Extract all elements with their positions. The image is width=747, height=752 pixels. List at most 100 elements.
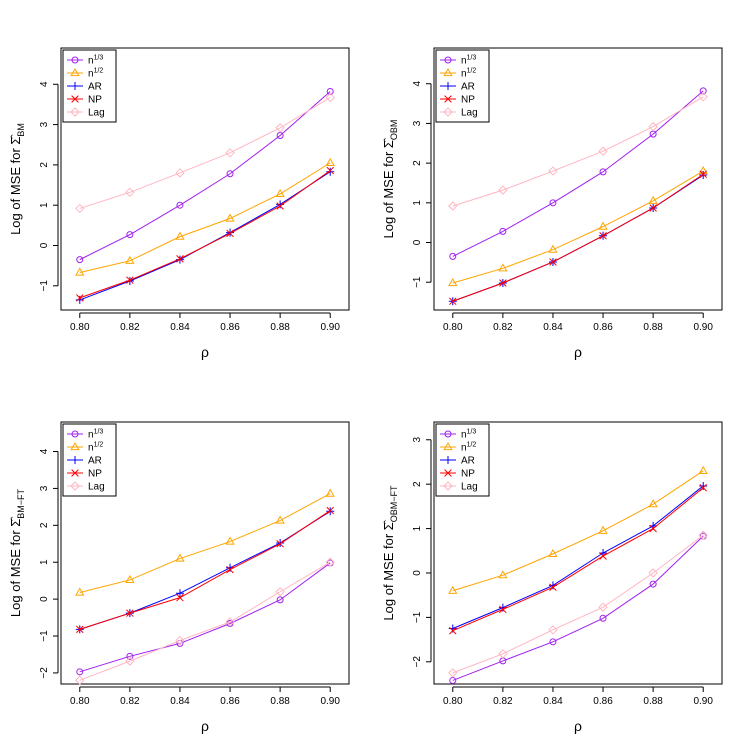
series-2 — [75, 507, 335, 634]
legend-label-text: n — [88, 56, 94, 67]
data-point — [276, 202, 284, 210]
legend-item: Lag — [67, 481, 105, 493]
series-line — [452, 90, 704, 257]
data-point — [76, 294, 84, 302]
data-point — [226, 170, 234, 178]
data-point — [598, 221, 608, 230]
legend-label-text: NP — [461, 469, 475, 480]
data-point — [325, 557, 335, 567]
series-line — [452, 534, 704, 674]
data-point — [649, 524, 657, 533]
data-point — [498, 603, 507, 612]
series-0 — [449, 532, 707, 684]
data-point — [225, 213, 235, 222]
data-point — [448, 585, 458, 594]
data-point — [75, 587, 85, 596]
y-tick-label: 1 — [412, 200, 423, 206]
data-point — [226, 228, 235, 237]
data-point — [326, 166, 334, 175]
data-point — [176, 201, 184, 209]
legend-label: n1/2 — [461, 442, 476, 454]
legend-label-text: n — [88, 443, 94, 454]
series-4 — [448, 530, 708, 678]
data-point — [175, 589, 184, 598]
legend-label-superscript: 1/2 — [467, 442, 477, 449]
data-point — [325, 157, 335, 166]
y-tick-label: 1 — [39, 202, 50, 208]
legend-marker — [444, 430, 452, 438]
series-1 — [75, 157, 335, 276]
legend-item: n1/3 — [440, 55, 476, 67]
legend-item: n1/2 — [67, 68, 103, 80]
data-point — [76, 668, 84, 676]
legend-label-text: Lag — [88, 482, 105, 493]
series-line — [452, 170, 704, 284]
legend-item: AR — [67, 456, 102, 467]
legend-marker — [443, 481, 453, 491]
y-tick-label: 1 — [39, 559, 50, 565]
legend-marker — [71, 56, 79, 64]
legend-label: n1/3 — [461, 429, 476, 441]
series-1 — [448, 166, 708, 287]
data-point — [599, 168, 607, 176]
data-point — [126, 652, 134, 660]
series-3 — [76, 506, 334, 634]
legend-marker — [70, 481, 80, 491]
y-axis-label-main: Log of MSE for Σ̂ — [381, 137, 396, 238]
x-tick-label: 0.82 — [493, 322, 513, 333]
data-point — [548, 244, 558, 253]
data-point — [276, 596, 284, 604]
legend-label: Lag — [88, 108, 105, 119]
x-tick-label: 0.82 — [120, 696, 140, 707]
data-point — [698, 530, 708, 540]
data-point — [175, 635, 185, 646]
data-point — [326, 507, 335, 516]
legend-marker — [71, 430, 79, 438]
y-tick-label: 2 — [412, 481, 423, 487]
data-point — [275, 587, 285, 597]
legend-item: AR — [440, 82, 475, 93]
legend-marker — [444, 82, 452, 90]
legend-label-text: n — [88, 69, 94, 80]
x-tick-label: 0.88 — [643, 322, 663, 333]
data-point — [175, 553, 185, 562]
series-line — [452, 96, 704, 207]
y-axis-label: Log of MSE for Σ̂OBM — [381, 120, 399, 239]
data-point — [548, 548, 558, 557]
legend-marker — [444, 56, 452, 64]
data-point — [325, 488, 335, 497]
legend-marker — [70, 107, 80, 117]
data-point — [549, 199, 557, 207]
y-tick-label: −1 — [412, 611, 423, 623]
data-point — [126, 609, 134, 617]
data-point — [126, 231, 134, 239]
legend-item: AR — [440, 456, 475, 467]
y-axis-label-subscript: BM — [16, 123, 26, 137]
legend-label-text: Lag — [461, 482, 478, 493]
legend-label-superscript: 1/3 — [467, 429, 477, 436]
legend-label: n1/3 — [88, 429, 103, 441]
data-point — [275, 188, 285, 198]
data-point — [699, 87, 707, 95]
legend-label: AR — [88, 456, 102, 467]
series-line — [452, 485, 704, 629]
x-tick-label: 0.90 — [693, 696, 713, 707]
y-tick-label: −1 — [39, 630, 50, 642]
data-point — [125, 656, 135, 666]
x-tick-label: 0.90 — [693, 322, 713, 333]
legend-box — [62, 423, 117, 497]
x-tick-label: 0.90 — [320, 696, 340, 707]
x-tick-label: 0.80 — [70, 696, 90, 707]
legend-marker — [70, 441, 80, 451]
chart-panel-3: 0.80 0.82 0.84 0.86 0.88 0.90 −2 −1 0 1 2 3 4 ρ Log of… — [8, 421, 350, 734]
data-point — [549, 638, 557, 646]
legend-item: n1/3 — [67, 429, 103, 441]
series-3 — [449, 170, 707, 306]
legend-item: Lag — [67, 107, 105, 119]
legend-item: NP — [440, 469, 475, 480]
legend-item: n1/2 — [440, 68, 476, 80]
data-point — [275, 123, 285, 133]
legend-marker — [443, 107, 453, 117]
